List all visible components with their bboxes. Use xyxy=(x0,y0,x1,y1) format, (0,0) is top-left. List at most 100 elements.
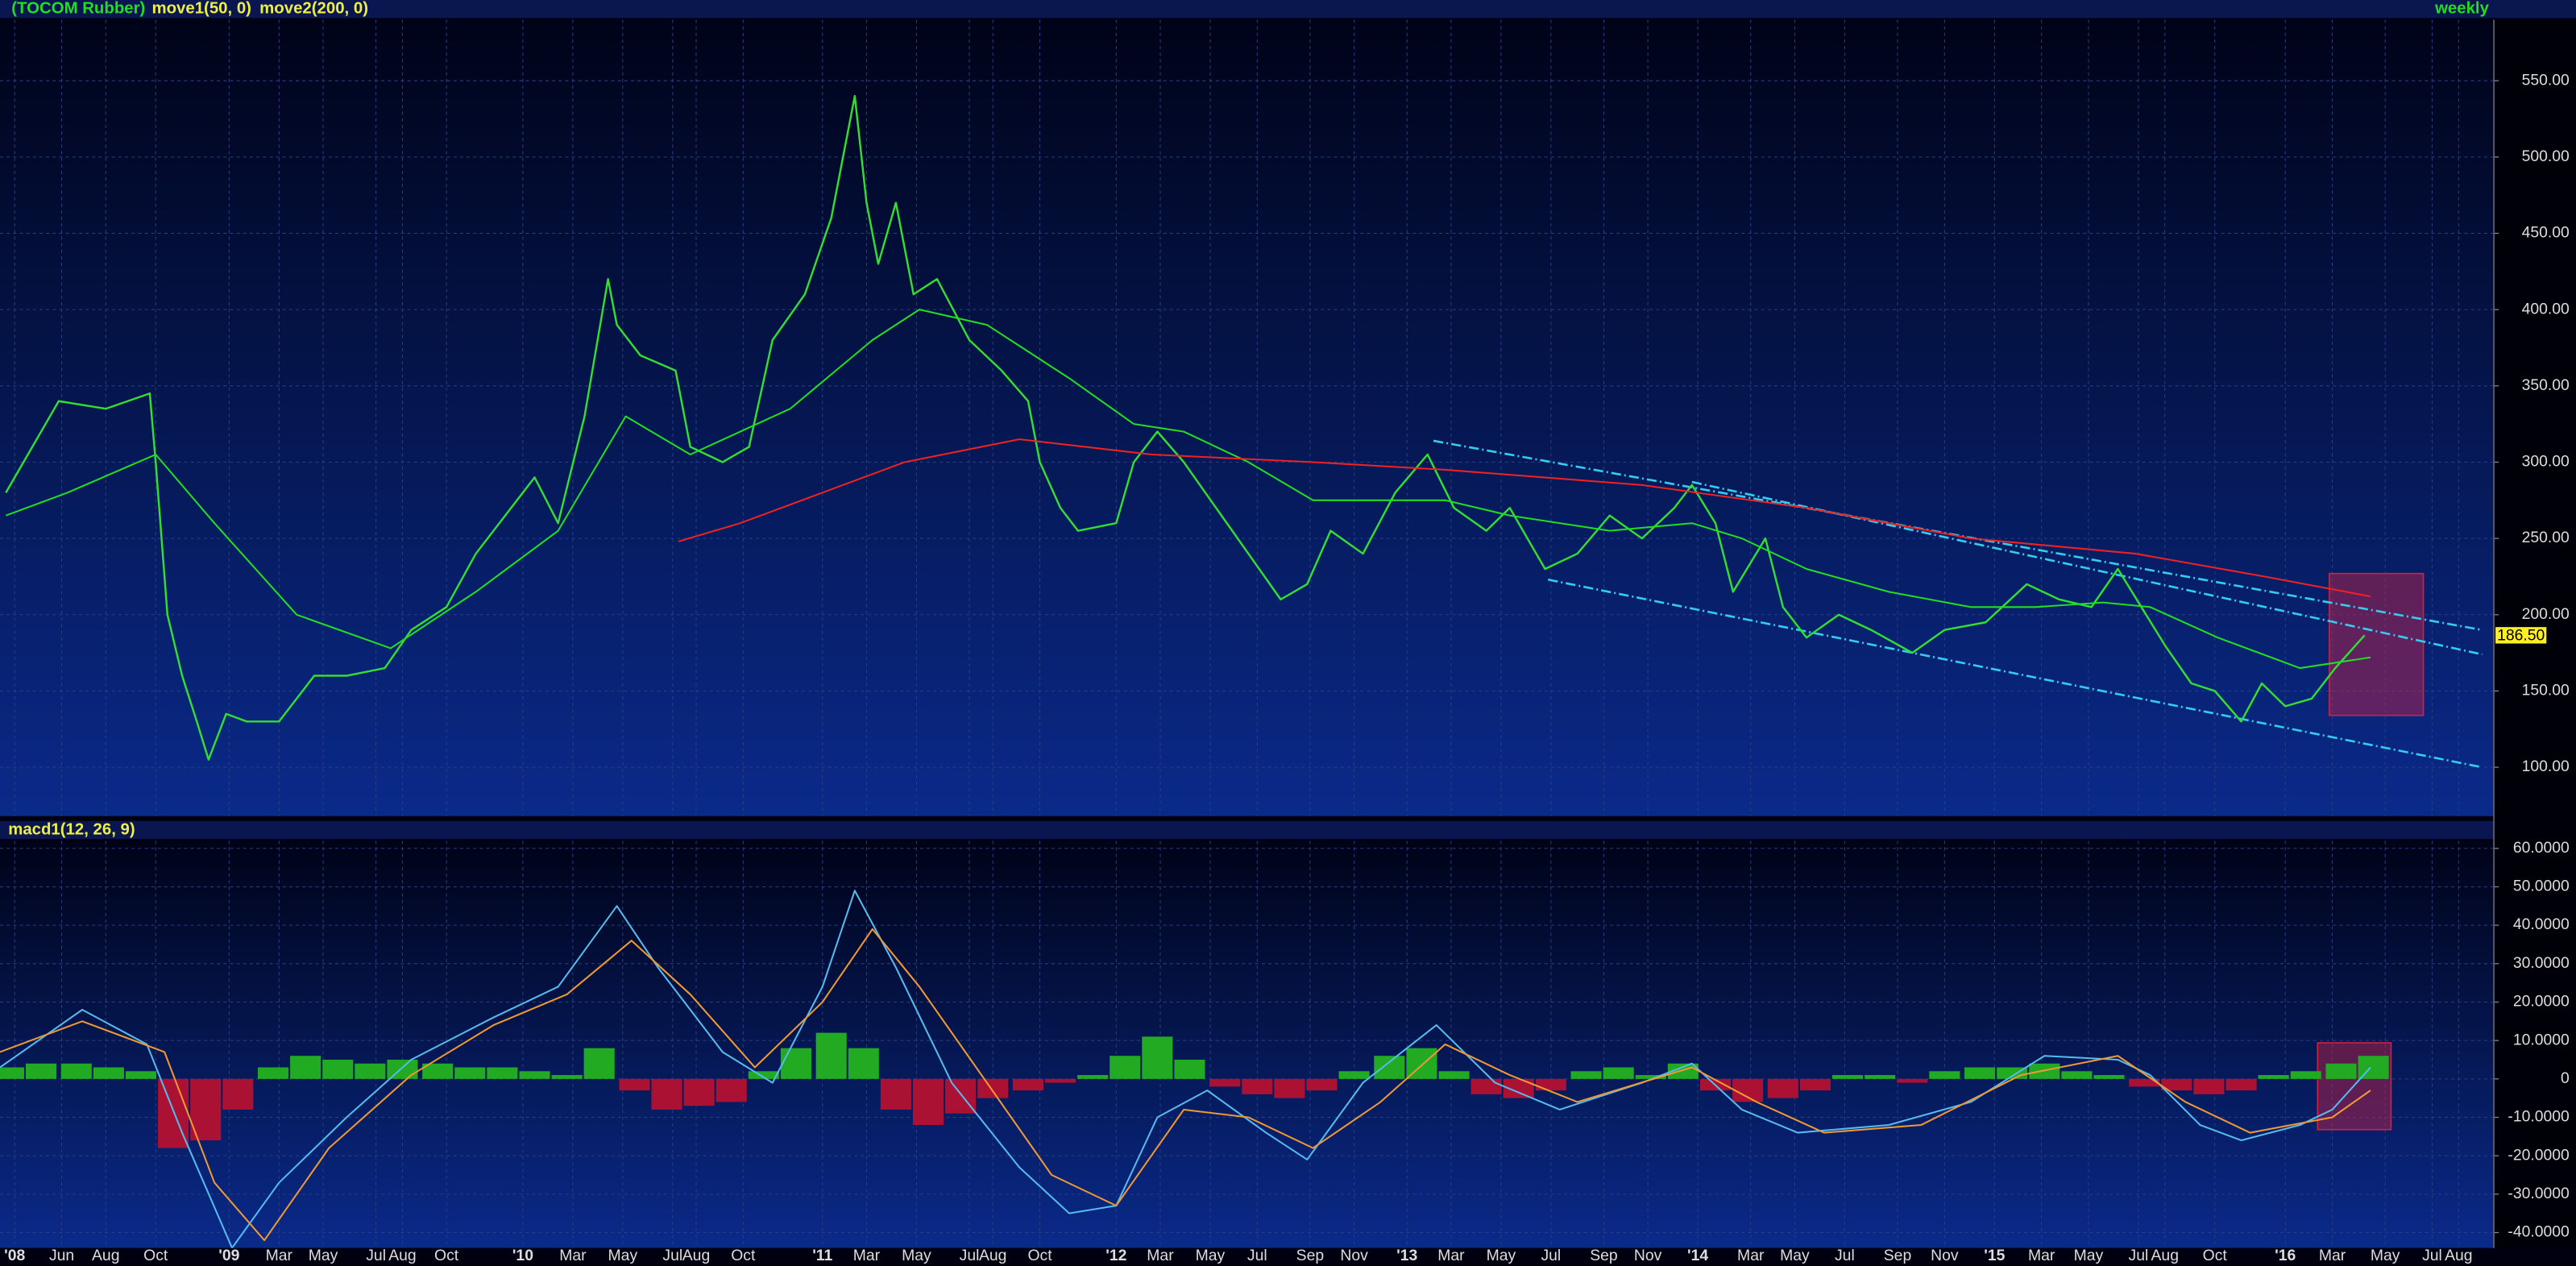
x-tick-label: Aug xyxy=(388,1247,416,1264)
histogram-bar xyxy=(1471,1078,1502,1094)
x-tick-label: Mar xyxy=(1147,1247,1174,1264)
plot-area xyxy=(0,19,2495,816)
y-tick-label: 60.0000 xyxy=(2513,839,2570,857)
x-tick-label: Mar xyxy=(2319,1247,2346,1264)
y-tick-label: 350.00 xyxy=(2522,376,2570,394)
x-tick-label: '16 xyxy=(2275,1247,2296,1264)
histogram-bar xyxy=(1865,1075,1896,1079)
y-tick-label: -10.0000 xyxy=(2508,1108,2570,1126)
x-tick-label: May xyxy=(902,1247,931,1264)
price-line xyxy=(5,94,2366,761)
x-tick-label: Mar xyxy=(1437,1247,1465,1264)
histogram-bar xyxy=(1306,1078,1338,1091)
x-tick-label: Jul xyxy=(366,1247,386,1264)
x-tick-label: '08 xyxy=(4,1247,25,1264)
y-tick-label: -40.0000 xyxy=(2508,1223,2570,1241)
x-tick-label: Oct xyxy=(2203,1247,2228,1264)
x-tick-label: Mar xyxy=(559,1247,587,1264)
histogram-bar xyxy=(716,1078,747,1102)
legend-entry: move1(50, 0) xyxy=(151,0,251,18)
histogram-bar xyxy=(583,1048,615,1079)
x-tick-label: Mar xyxy=(2028,1247,2055,1264)
chart-title: (TOCOM Rubber) xyxy=(11,0,145,18)
y-tick-label: 200.00 xyxy=(2522,605,2570,623)
y-tick-label: 0 xyxy=(2561,1069,2570,1087)
histogram-bar xyxy=(125,1071,157,1079)
x-tick-label: '15 xyxy=(1984,1247,2005,1264)
histogram-bar xyxy=(2129,1078,2160,1087)
x-tick-label: May xyxy=(1196,1247,1226,1264)
x-tick-label: Nov xyxy=(1931,1247,1959,1264)
histogram-bar xyxy=(1174,1059,1205,1079)
histogram-bar xyxy=(2161,1078,2192,1091)
histogram-bar xyxy=(190,1078,222,1141)
series-line xyxy=(0,928,2371,1242)
histogram-bar xyxy=(25,1063,57,1079)
histogram-bar xyxy=(0,1067,24,1079)
y-tick-label: 30.0000 xyxy=(2513,954,2570,972)
histogram-bar xyxy=(1535,1078,1566,1091)
y-tick-label: 400.00 xyxy=(2522,300,2570,318)
x-tick-label: '12 xyxy=(1105,1247,1126,1264)
histogram-bar xyxy=(422,1063,454,1079)
x-tick-label: '09 xyxy=(218,1247,239,1264)
histogram-bar xyxy=(2093,1075,2125,1079)
histogram-bar xyxy=(2258,1075,2289,1079)
histogram-bar xyxy=(454,1067,486,1079)
plot-area xyxy=(0,841,2495,1248)
histogram-bar xyxy=(355,1063,386,1079)
y-tick-label: 300.00 xyxy=(2522,453,2570,471)
histogram-bar xyxy=(551,1075,583,1079)
x-tick-label: Sep xyxy=(1590,1247,1617,1264)
y-tick-label: 500.00 xyxy=(2522,147,2570,165)
y-tick-label: 10.0000 xyxy=(2513,1031,2570,1048)
y-tick-label: 20.0000 xyxy=(2513,993,2570,1011)
x-tick-label: '11 xyxy=(812,1247,832,1264)
histogram-bar xyxy=(2061,1071,2093,1079)
histogram-bar xyxy=(1438,1071,1470,1079)
series-line xyxy=(678,438,2371,598)
histogram-bar xyxy=(1799,1078,1831,1091)
histogram-bar xyxy=(1374,1056,1405,1079)
histogram-bar xyxy=(1603,1067,1634,1079)
x-tick-label: May xyxy=(1780,1247,1810,1264)
histogram-bar xyxy=(1209,1078,1241,1087)
x-tick-label: Jul xyxy=(2422,1247,2442,1264)
x-tick-label: Mar xyxy=(266,1247,293,1264)
trendline xyxy=(1547,578,2483,769)
histogram-bar xyxy=(748,1071,779,1079)
series-line xyxy=(0,890,2371,1248)
x-tick-label: Aug xyxy=(979,1247,1006,1264)
histogram-bar xyxy=(222,1078,254,1110)
histogram-bar xyxy=(1635,1075,1666,1079)
x-tick-label: Aug xyxy=(92,1247,119,1264)
histogram-bar xyxy=(1929,1071,1960,1079)
x-tick-label: '10 xyxy=(512,1247,533,1264)
x-tick-label: Oct xyxy=(1027,1247,1052,1264)
x-tick-label: '13 xyxy=(1396,1247,1417,1264)
y-tick-label: -30.0000 xyxy=(2508,1185,2570,1202)
histogram-bar xyxy=(322,1059,354,1079)
histogram-bar xyxy=(1142,1036,1173,1079)
histogram-bar xyxy=(387,1059,418,1079)
histogram-bar xyxy=(2193,1078,2225,1094)
last-price-tag xyxy=(2495,627,2547,644)
histogram-bar xyxy=(1012,1078,1043,1091)
macd-title: macd1(12, 26, 9) xyxy=(8,820,135,838)
histogram-bar xyxy=(1338,1071,1370,1079)
histogram-bar xyxy=(93,1067,124,1079)
histogram-bar xyxy=(1767,1078,1798,1098)
series-line xyxy=(5,309,2371,670)
histogram-bar xyxy=(487,1067,518,1079)
x-tick-label: Mar xyxy=(853,1247,881,1264)
histogram-bar xyxy=(848,1048,879,1079)
highlight-box xyxy=(2329,572,2425,716)
x-tick-label: Aug xyxy=(682,1247,710,1264)
histogram-bar xyxy=(880,1078,911,1110)
histogram-bar xyxy=(1242,1078,1273,1094)
histogram-bar xyxy=(290,1056,321,1079)
x-tick-label: Jul xyxy=(2129,1247,2149,1264)
x-tick-label: Jul xyxy=(1247,1247,1267,1264)
histogram-bar xyxy=(60,1063,92,1079)
x-tick-label: Mar xyxy=(1737,1247,1765,1264)
